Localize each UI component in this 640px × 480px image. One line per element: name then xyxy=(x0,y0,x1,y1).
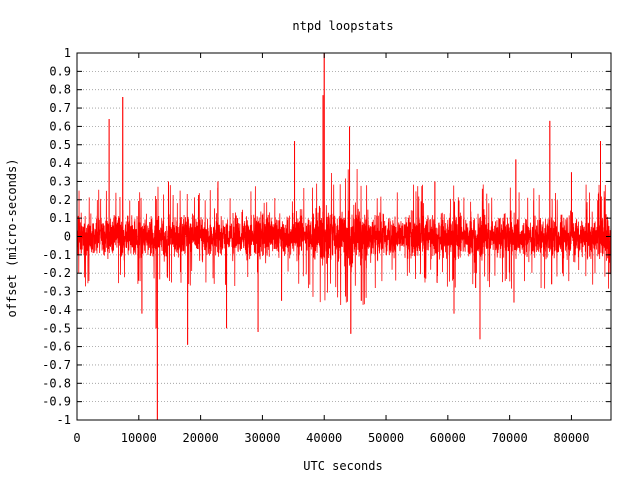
y-axis-label: offset (micro-seconds) xyxy=(5,159,19,318)
series-offset xyxy=(76,52,612,421)
y-tick-label: -0.3 xyxy=(42,285,71,299)
y-tick-label: 0.2 xyxy=(49,193,71,207)
y-tick-label: -0.9 xyxy=(42,395,71,409)
y-tick-label: 0.5 xyxy=(49,138,71,152)
y-tick-label: -0.5 xyxy=(42,321,71,335)
x-tick-label: 60000 xyxy=(430,431,466,445)
y-tick-label: -0.7 xyxy=(42,358,71,372)
x-tick-label: 50000 xyxy=(368,431,404,445)
y-tick-label: 1 xyxy=(64,46,71,60)
y-tick-label: 0.3 xyxy=(49,174,71,188)
y-tick-label: 0.8 xyxy=(49,83,71,97)
x-tick-label: 10000 xyxy=(121,431,157,445)
y-tick-label: 0.1 xyxy=(49,211,71,225)
y-tick-label: 0 xyxy=(64,230,71,244)
y-tick-label: 0.7 xyxy=(49,101,71,115)
y-tick-label: -0.8 xyxy=(42,376,71,390)
y-tick-label: 0.6 xyxy=(49,119,71,133)
x-tick-label: 20000 xyxy=(183,431,219,445)
y-tick-label: 0.4 xyxy=(49,156,71,170)
y-tick-label: 0.9 xyxy=(49,64,71,78)
series-offset-line xyxy=(76,52,612,421)
y-tick-label: -0.1 xyxy=(42,248,71,262)
y-tick-label: -0.6 xyxy=(42,340,71,354)
y-tick-labels: -1 -0.9 -0.8 -0.7 -0.6 -0.5 -0.4 -0.3 -0.2 -0.1 0 0… xyxy=(42,46,71,427)
chart-title: ntpd loopstats xyxy=(292,19,393,33)
x-tick-label: 70000 xyxy=(492,431,528,445)
y-tick-label: -0.4 xyxy=(42,303,71,317)
x-tick-labels: 0 10000 20000 30000 40000 50000 60000 70000 8000… xyxy=(73,431,589,445)
y-tick-label: -0.2 xyxy=(42,266,71,280)
x-tick-label: 30000 xyxy=(244,431,280,445)
grid-lines xyxy=(77,70,611,403)
y-tick-label: -1 xyxy=(57,413,71,427)
x-tick-label: 40000 xyxy=(306,431,342,445)
x-tick-label: 0 xyxy=(73,431,80,445)
x-axis-label: UTC seconds xyxy=(303,459,382,473)
axis-ticks xyxy=(76,52,611,421)
x-tick-label: 80000 xyxy=(553,431,589,445)
